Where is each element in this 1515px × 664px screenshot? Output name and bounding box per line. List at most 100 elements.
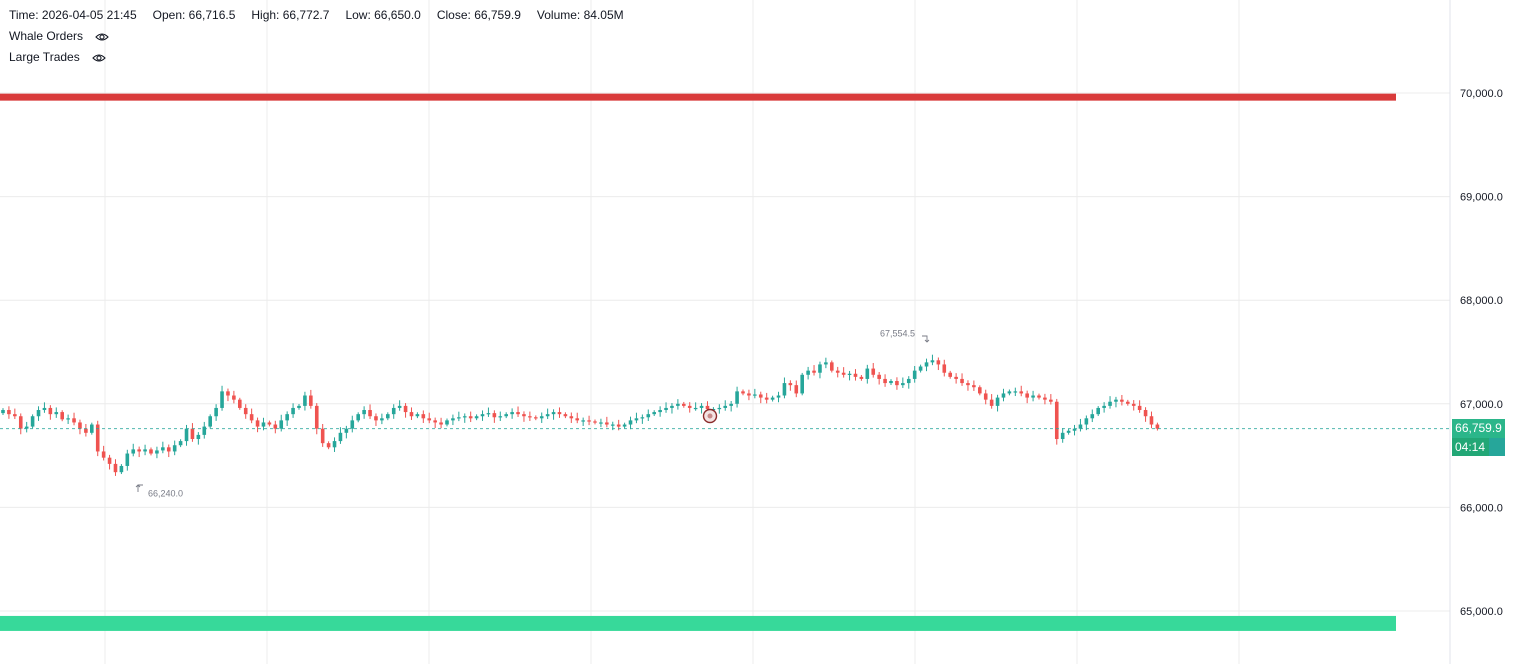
candle[interactable] bbox=[758, 391, 763, 404]
candle-body[interactable] bbox=[226, 391, 230, 396]
candle-body[interactable] bbox=[871, 368, 876, 375]
candle-body[interactable] bbox=[462, 416, 467, 418]
candle-body[interactable] bbox=[954, 376, 958, 379]
candle-body[interactable] bbox=[190, 428, 195, 440]
candle[interactable] bbox=[66, 414, 70, 425]
candle[interactable] bbox=[214, 404, 218, 421]
candle[interactable] bbox=[374, 413, 378, 426]
candle-body[interactable] bbox=[1072, 428, 1077, 431]
candle-body[interactable] bbox=[184, 428, 189, 442]
candle-body[interactable] bbox=[640, 417, 645, 419]
candle-body[interactable] bbox=[865, 368, 870, 379]
candle-body[interactable] bbox=[338, 432, 343, 442]
candle[interactable] bbox=[983, 389, 988, 405]
candle-body[interactable] bbox=[249, 414, 254, 421]
candle[interactable] bbox=[735, 386, 739, 408]
candle[interactable] bbox=[687, 402, 692, 413]
candle-body[interactable] bbox=[581, 420, 585, 422]
candle-body[interactable] bbox=[676, 403, 680, 406]
candle-body[interactable] bbox=[119, 465, 124, 473]
candle-body[interactable] bbox=[243, 407, 248, 415]
candle[interactable] bbox=[350, 415, 355, 433]
candle-body[interactable] bbox=[1037, 395, 1041, 398]
candle-body[interactable] bbox=[1096, 407, 1100, 415]
candle[interactable] bbox=[1, 408, 5, 415]
candle[interactable] bbox=[255, 417, 260, 433]
candle[interactable] bbox=[125, 449, 130, 471]
candle[interactable] bbox=[599, 418, 603, 428]
candle[interactable] bbox=[143, 444, 147, 456]
candle-body[interactable] bbox=[1001, 393, 1006, 398]
candle[interactable] bbox=[1001, 388, 1006, 402]
candle-body[interactable] bbox=[314, 405, 319, 429]
candle-body[interactable] bbox=[356, 414, 360, 421]
candle[interactable] bbox=[522, 411, 526, 422]
indicator-whale-orders[interactable]: Whale Orders bbox=[9, 26, 640, 47]
candle[interactable] bbox=[788, 380, 793, 391]
candle[interactable] bbox=[439, 417, 443, 429]
candle[interactable] bbox=[172, 440, 177, 456]
candle-body[interactable] bbox=[551, 412, 556, 415]
candle[interactable] bbox=[824, 357, 828, 369]
candle[interactable] bbox=[208, 414, 212, 429]
candle[interactable] bbox=[581, 417, 585, 426]
candle[interactable] bbox=[297, 404, 301, 410]
candle[interactable] bbox=[457, 411, 461, 422]
candle-body[interactable] bbox=[208, 416, 212, 427]
candle-body[interactable] bbox=[1007, 391, 1012, 394]
candle-body[interactable] bbox=[220, 391, 224, 408]
candle-body[interactable] bbox=[930, 360, 935, 363]
candle[interactable] bbox=[474, 414, 479, 421]
candle-body[interactable] bbox=[107, 457, 112, 464]
candle[interactable] bbox=[220, 385, 224, 411]
candle-body[interactable] bbox=[522, 414, 526, 417]
candle[interactable] bbox=[1155, 422, 1160, 431]
candle[interactable] bbox=[309, 389, 313, 409]
candle-body[interactable] bbox=[178, 441, 183, 446]
candle[interactable] bbox=[326, 441, 331, 450]
candles[interactable] bbox=[1, 354, 1160, 476]
candle[interactable] bbox=[557, 407, 562, 418]
candle-body[interactable] bbox=[166, 447, 171, 452]
candle-body[interactable] bbox=[7, 410, 11, 415]
candle[interactable] bbox=[545, 408, 550, 420]
candle-body[interactable] bbox=[196, 434, 201, 440]
candle[interactable] bbox=[279, 414, 284, 432]
candle-body[interactable] bbox=[433, 420, 437, 423]
candle-body[interactable] bbox=[368, 410, 372, 417]
candle-body[interactable] bbox=[48, 407, 53, 415]
candle[interactable] bbox=[640, 414, 645, 424]
candle-body[interactable] bbox=[362, 410, 366, 415]
candle[interactable] bbox=[409, 407, 414, 420]
candle-body[interactable] bbox=[303, 395, 307, 406]
candle[interactable] bbox=[806, 366, 810, 380]
candle-body[interactable] bbox=[670, 405, 674, 408]
candle-body[interactable] bbox=[492, 413, 497, 418]
candle-body[interactable] bbox=[729, 403, 733, 406]
candle-body[interactable] bbox=[906, 378, 911, 384]
candle-body[interactable] bbox=[818, 364, 822, 373]
candle[interactable] bbox=[320, 424, 325, 447]
candle[interactable] bbox=[753, 388, 757, 399]
candle-body[interactable] bbox=[764, 397, 769, 400]
candle-body[interactable] bbox=[415, 414, 420, 417]
candle[interactable] bbox=[628, 416, 633, 430]
candle-body[interactable] bbox=[1025, 393, 1029, 398]
candle-body[interactable] bbox=[1149, 416, 1154, 425]
candle-body[interactable] bbox=[504, 414, 508, 417]
candle[interactable] bbox=[717, 404, 722, 414]
candle[interactable] bbox=[534, 415, 538, 421]
candle[interactable] bbox=[889, 379, 893, 385]
candle-body[interactable] bbox=[480, 414, 485, 417]
candle[interactable] bbox=[427, 412, 432, 424]
candle[interactable] bbox=[101, 445, 106, 461]
candle-body[interactable] bbox=[261, 422, 266, 427]
candle[interactable] bbox=[818, 361, 822, 379]
candle-body[interactable] bbox=[841, 372, 846, 375]
candle[interactable] bbox=[871, 362, 876, 378]
candle[interactable] bbox=[386, 412, 390, 421]
candle-body[interactable] bbox=[1084, 418, 1089, 425]
candle-body[interactable] bbox=[1054, 401, 1059, 440]
candle-body[interactable] bbox=[918, 366, 923, 371]
candle-body[interactable] bbox=[853, 373, 858, 377]
